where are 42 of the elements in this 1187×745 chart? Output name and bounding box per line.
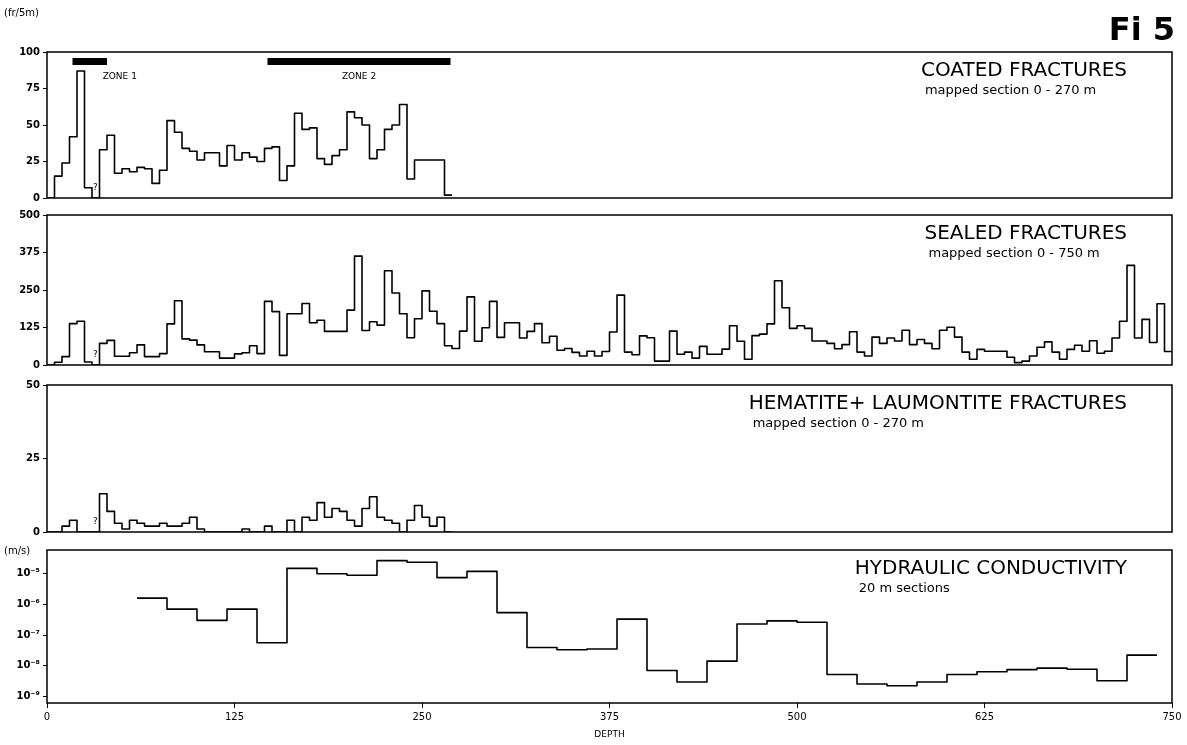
y-tick-label: 25 — [26, 155, 41, 167]
y-tick-label: 75 — [26, 82, 41, 94]
y-tick-label: 10⁻⁶ — [16, 598, 40, 610]
y-tick-label: 100 — [19, 45, 41, 57]
annotation: ? — [92, 182, 98, 192]
band-label: ZONE 2 — [341, 71, 377, 81]
y-axis-title: (fr/5m) — [4, 7, 40, 18]
x-tick-label: 750 — [1162, 710, 1182, 722]
text: mapped section 0 - 270 m — [924, 82, 1097, 97]
chart-title: COATED FRACTURES — [920, 57, 1128, 81]
y-tick-label: 10⁻⁷ — [16, 628, 40, 640]
x-axis-title: DEPTH — [594, 728, 625, 739]
text: 20 m sections — [858, 580, 951, 595]
band-label: ZONE 1 — [102, 71, 137, 81]
chart-title: SEALED FRACTURES — [924, 220, 1128, 244]
x-tick-label: 0 — [43, 710, 51, 722]
chart-title: HEMATITE+ LAUMONTITE FRACTURES — [748, 390, 1128, 414]
x-tick-label: 125 — [224, 710, 245, 722]
y-tick-label: 10⁻⁹ — [16, 689, 40, 701]
x-tick-label: 375 — [599, 710, 620, 722]
x-tick-label: 500 — [787, 710, 807, 722]
y-tick-label: 0 — [33, 358, 41, 370]
chart-title: HYDRAULIC CONDUCTIVITY — [854, 555, 1128, 579]
y-tick-label: 250 — [19, 283, 41, 295]
text: Fi 5 — [1108, 10, 1175, 48]
y-axis-title: (m/s) — [4, 545, 31, 556]
x-tick-label: 625 — [974, 710, 995, 722]
y-tick-label: 125 — [19, 321, 41, 333]
y-tick-label: 375 — [19, 246, 41, 258]
y-tick-label: 50 — [26, 378, 41, 390]
y-tick-label: 50 — [26, 118, 41, 130]
y-tick-label: 0 — [33, 525, 41, 537]
annotation: ? — [92, 516, 98, 526]
y-tick-label: 0 — [33, 191, 41, 203]
x-tick-label: 250 — [412, 710, 432, 722]
y-tick-label: 500 — [19, 208, 41, 220]
annotation: ? — [92, 349, 98, 359]
y-tick-label: 10⁻⁸ — [16, 659, 40, 671]
text: mapped section 0 - 270 m — [752, 415, 924, 430]
y-tick-label: 25 — [26, 452, 41, 464]
text: mapped section 0 - 750 m — [928, 245, 1100, 260]
y-tick-label: 10⁻⁵ — [16, 567, 40, 579]
